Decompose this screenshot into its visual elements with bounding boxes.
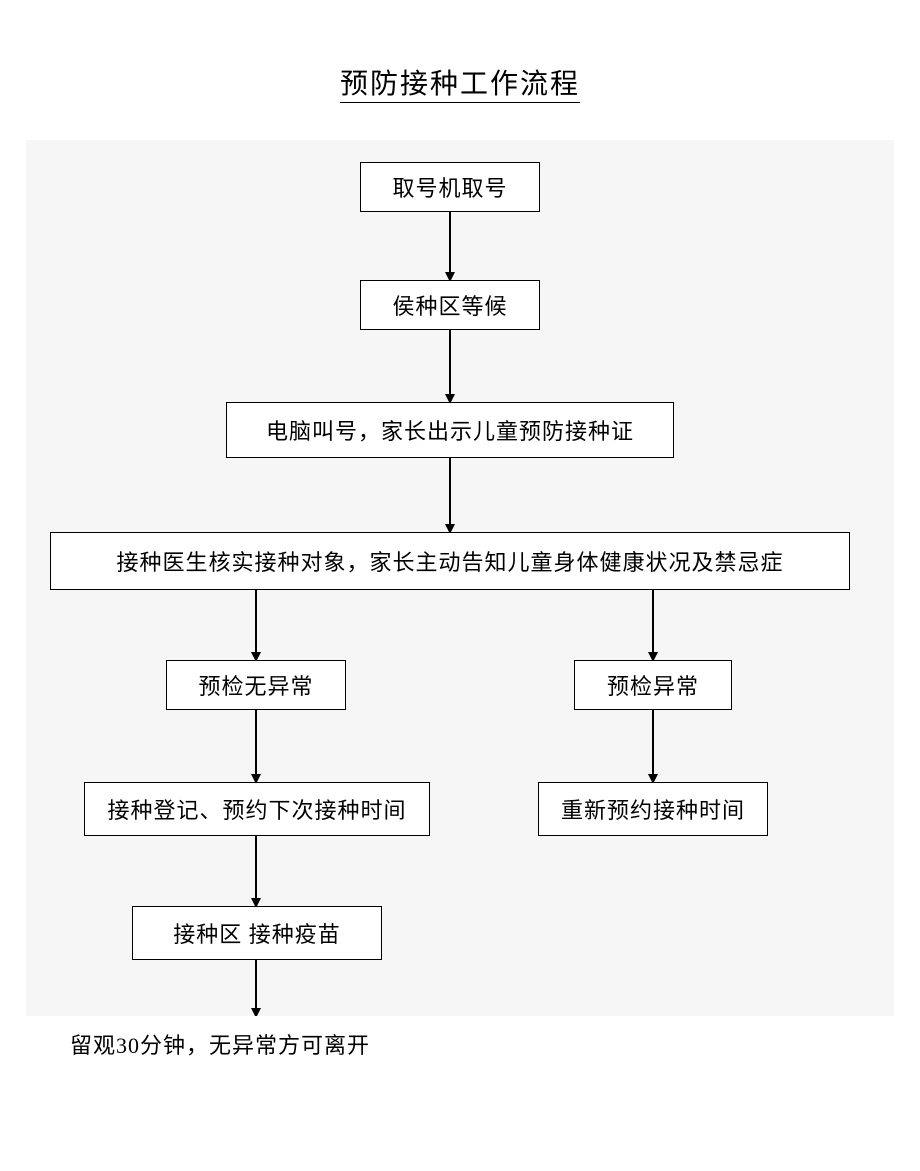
flow-node-n4: 接种医生核实接种对象，家长主动告知儿童身体健康状况及禁忌症: [50, 532, 850, 590]
page-title: 预防接种工作流程: [0, 0, 920, 110]
flow-node-n3: 电脑叫号，家长出示儿童预防接种证: [226, 402, 674, 458]
flow-node-n1: 取号机取号: [360, 162, 540, 212]
flowchart-area: 取号机取号侯种区等候电脑叫号，家长出示儿童预防接种证接种医生核实接种对象，家长主…: [26, 140, 894, 1016]
flow-node-n7: 接种登记、预约下次接种时间: [84, 782, 430, 836]
flow-node-n6: 预检异常: [574, 660, 732, 710]
flow-node-n2: 侯种区等候: [360, 280, 540, 330]
page-title-text: 预防接种工作流程: [340, 69, 580, 103]
flow-node-n9: 接种区 接种疫苗: [132, 906, 382, 960]
flow-node-n8: 重新预约接种时间: [538, 782, 768, 836]
footer-text: 留观30分钟，无异常方可离开: [70, 1028, 370, 1060]
flow-node-n5: 预检无异常: [166, 660, 346, 710]
